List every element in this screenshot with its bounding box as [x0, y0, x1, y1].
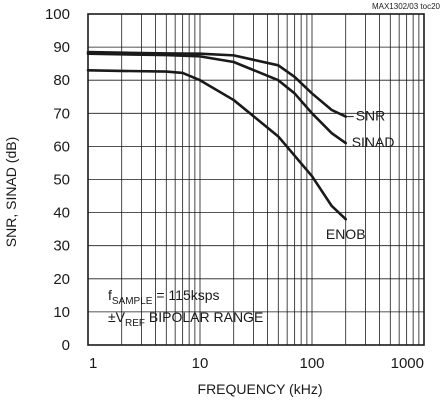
y-tick-label: 50	[53, 172, 70, 189]
y-axis-label: SNR, SINAD (dB)	[3, 137, 19, 247]
sampling-rate-subscript: SAMPLE	[112, 296, 153, 307]
y-tick-label: 0	[62, 337, 70, 354]
reference-range-text: BIPOLAR RANGE	[145, 309, 263, 325]
x-axis-label: FREQUENCY (kHz)	[198, 381, 323, 397]
plot-area	[87, 13, 425, 346]
x-tick-label: 10	[192, 355, 209, 372]
y-tick-label: 100	[45, 6, 70, 23]
sinad-line	[86, 52, 348, 145]
sampling-rate-symbol: f	[108, 287, 112, 303]
reference-range-annotation: ±VREF BIPOLAR RANGE	[108, 309, 263, 329]
x-tick-labels: 1 10 100 1000	[89, 355, 424, 372]
enob-label: ENOB	[326, 226, 366, 242]
y-tick-labels: 0 10 20 30 40 50 60 70 80 90 100	[45, 6, 70, 354]
y-tick-label: 70	[53, 105, 70, 122]
y-tick-label: 80	[53, 72, 70, 89]
enob-line	[86, 68, 348, 221]
x-tick-label: 1000	[391, 355, 424, 372]
sampling-rate-value: = 115ksps	[152, 287, 219, 303]
x-tick-label: 100	[299, 355, 324, 372]
reference-symbol: ±V	[108, 309, 126, 325]
y-tick-label: 40	[53, 205, 70, 222]
x-tick-label: 1	[89, 355, 97, 372]
y-tick-label: 20	[53, 271, 70, 288]
figure-id: MAX1302/03 toc20	[372, 2, 441, 11]
reference-subscript: REF	[125, 318, 145, 329]
y-tick-label: 60	[53, 138, 70, 155]
y-tick-label: 30	[53, 238, 70, 255]
y-tick-label: 10	[53, 304, 70, 321]
grid	[88, 14, 424, 345]
series-group: SNR SINAD ENOB	[86, 50, 395, 242]
sampling-rate-annotation: fSAMPLE = 115ksps	[108, 287, 220, 307]
sinad-label: SINAD	[352, 134, 395, 150]
y-tick-label: 90	[53, 39, 70, 56]
snr-line	[86, 50, 348, 118]
snr-label: SNR	[356, 108, 386, 124]
